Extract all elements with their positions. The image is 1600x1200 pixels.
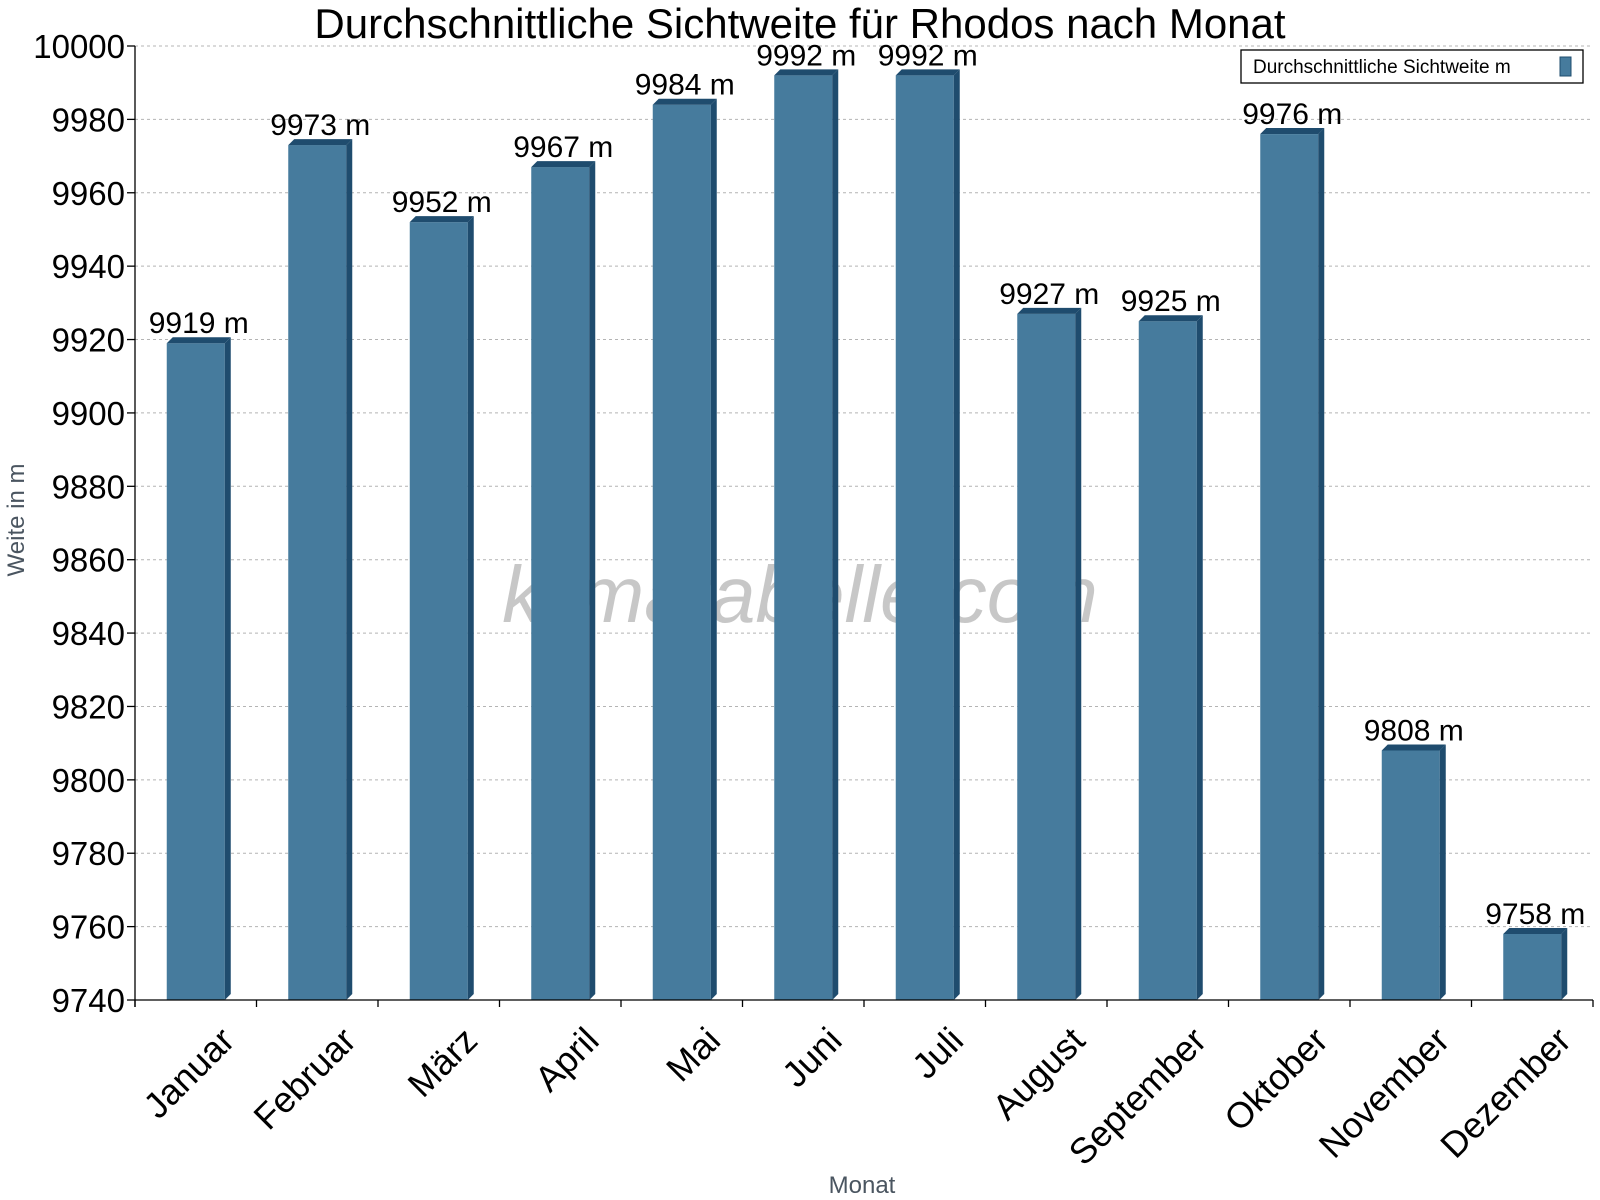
bar-side <box>953 69 960 1001</box>
bar-side <box>1075 307 1082 1000</box>
bar <box>1138 321 1197 1000</box>
data-label: 9925 m <box>1121 285 1221 318</box>
bar <box>288 145 347 1001</box>
y-tick-label: 9960 <box>52 175 125 212</box>
data-label: 9973 m <box>270 109 370 142</box>
bar-side <box>1561 927 1568 1000</box>
data-label: 9919 m <box>149 307 249 340</box>
y-tick-label: 9820 <box>52 688 125 725</box>
data-label: 9952 m <box>392 186 492 219</box>
bar-top <box>1260 128 1325 135</box>
legend: Durchschnittliche Sichtweite m <box>1240 49 1584 84</box>
bar-top <box>1381 744 1446 751</box>
y-tick-label: 10000 <box>33 28 125 65</box>
bar-series <box>166 69 1568 1001</box>
data-label: 9758 m <box>1485 898 1585 931</box>
bar-side <box>1196 315 1203 1000</box>
data-label: 9967 m <box>513 131 613 164</box>
bar <box>1503 933 1562 1000</box>
data-label: 9976 m <box>1242 98 1342 131</box>
data-label: 9992 m <box>878 39 978 72</box>
bar-top <box>774 69 839 76</box>
data-label: 9927 m <box>999 278 1099 311</box>
bar-side <box>1318 128 1325 1001</box>
y-tick-label: 9840 <box>52 615 125 652</box>
bar-side <box>589 161 596 1001</box>
bar <box>1381 750 1440 1000</box>
bar <box>774 75 833 1001</box>
bar <box>409 222 468 1001</box>
bar-top <box>895 69 960 76</box>
y-tick-label: 9980 <box>52 101 125 138</box>
bar <box>895 75 954 1001</box>
chart-title: Durchschnittliche Sichtweite für Rhodos … <box>314 0 1285 47</box>
bar-top <box>1017 307 1082 314</box>
y-axis-title: Weite in m <box>3 464 30 577</box>
bar <box>652 104 711 1000</box>
bar-top <box>531 161 596 168</box>
bar-side <box>1439 744 1446 1000</box>
y-tick-label: 9920 <box>52 322 125 359</box>
bar-side <box>710 98 717 1000</box>
gridlines <box>135 45 1593 928</box>
bar-side <box>467 216 474 1001</box>
y-tick-label: 9800 <box>52 762 125 799</box>
legend-box <box>1240 49 1584 84</box>
y-tick-label: 9940 <box>52 248 125 285</box>
bar <box>1260 134 1319 1001</box>
y-tick-label: 9780 <box>52 835 125 872</box>
data-label: 9808 m <box>1364 714 1464 747</box>
y-axis-ticks: 9740 9760 9780 9800 9820 9840 9860 9880 9900 9920… <box>33 28 135 1019</box>
bar-top <box>409 216 474 223</box>
data-label: 9984 m <box>635 69 735 102</box>
bar-side <box>224 337 231 1000</box>
bar <box>1017 313 1076 1000</box>
bar-top <box>652 98 717 105</box>
bar-side <box>832 69 839 1001</box>
bar <box>531 167 590 1001</box>
bar-side <box>346 139 353 1001</box>
data-labels: 9919 m 9973 m 9952 m 9967 m 9984 m 9992 m 9992… <box>149 39 1586 931</box>
legend-label: Durchschnittliche Sichtweite m <box>1253 57 1511 78</box>
bar-top <box>1138 315 1203 322</box>
y-tick-label: 9880 <box>52 468 125 505</box>
bar-top <box>288 139 353 146</box>
bar-top <box>1503 927 1568 934</box>
y-tick-label: 9900 <box>52 395 125 432</box>
y-tick-label: 9760 <box>52 909 125 946</box>
y-tick-label: 9740 <box>52 982 125 1019</box>
legend-swatch <box>1559 56 1572 77</box>
y-tick-label: 9860 <box>52 542 125 579</box>
data-label: 9992 m <box>756 39 856 72</box>
bar <box>166 343 225 1000</box>
bar-top <box>166 337 231 344</box>
x-axis-title: Monat <box>829 1172 896 1199</box>
